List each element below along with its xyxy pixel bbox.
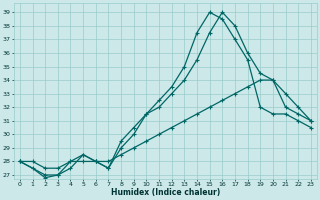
X-axis label: Humidex (Indice chaleur): Humidex (Indice chaleur) [111,188,220,197]
